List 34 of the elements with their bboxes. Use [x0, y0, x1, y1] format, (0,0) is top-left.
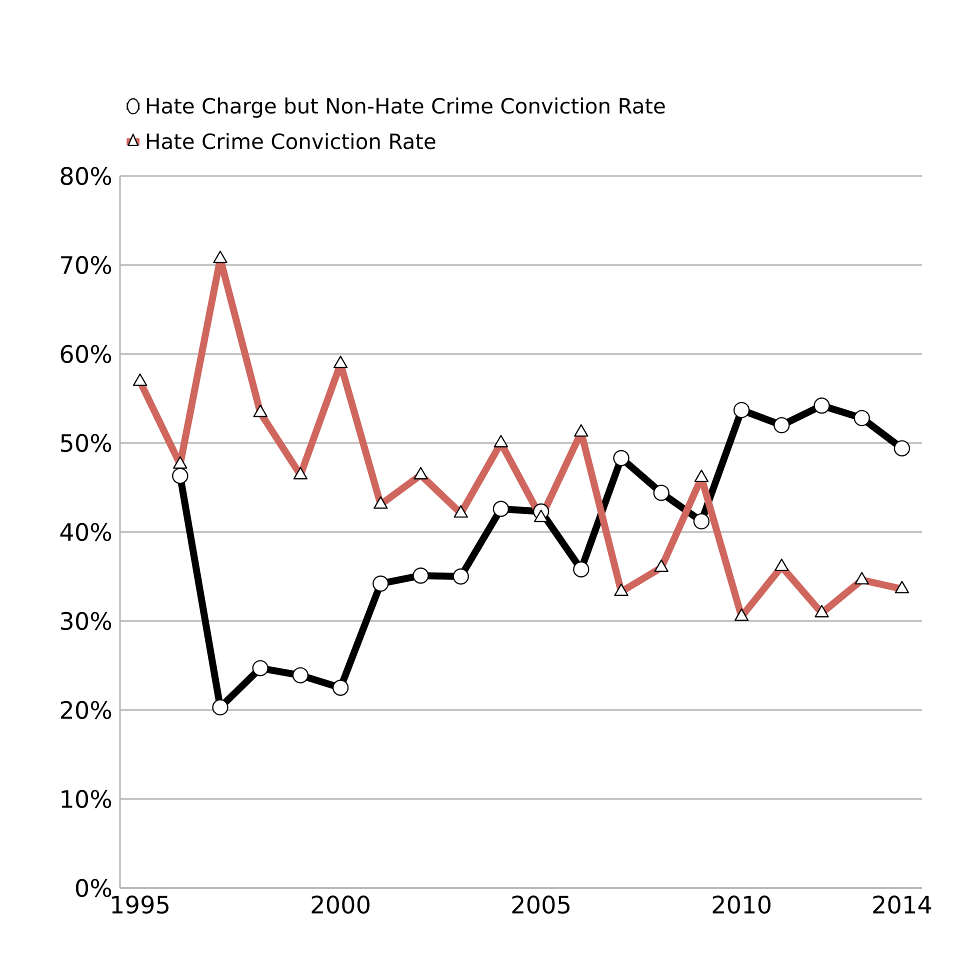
- x-tick-label: 2005: [512, 896, 570, 914]
- point: [774, 417, 790, 434]
- point: [332, 680, 349, 696]
- x-tick-label: 2014: [873, 896, 932, 914]
- point: [372, 576, 389, 592]
- point: [733, 402, 750, 418]
- y-tick-label: 20%: [60, 700, 112, 720]
- x-tick-label: 2000: [312, 896, 370, 914]
- y-tick-label: 80%: [60, 166, 112, 186]
- point: [854, 410, 870, 426]
- point: [573, 561, 590, 578]
- point: [412, 568, 429, 584]
- point: [452, 568, 469, 585]
- x-tick-label: 1995: [112, 896, 168, 914]
- point: [292, 667, 309, 684]
- y-tick-label: 30%: [60, 612, 112, 630]
- point: [693, 513, 710, 530]
- point: [814, 398, 830, 414]
- y-tick-label: 10%: [62, 790, 112, 808]
- y-tick-label: 60%: [60, 344, 112, 364]
- y-tick-label: 70%: [61, 256, 112, 274]
- point: [894, 440, 910, 456]
- y-tick-label: 50%: [60, 434, 112, 452]
- point: [613, 450, 630, 466]
- point: [212, 699, 228, 716]
- y-tick-label: 40%: [60, 522, 112, 542]
- legend-label: Hate Crime Conviction Rate: [147, 132, 436, 150]
- y-tick-label: 0%: [76, 878, 112, 898]
- point: [653, 484, 670, 501]
- point: [172, 468, 188, 484]
- legend-label: Hate Charge but Non-Hate Crime Conviction Rate: [147, 98, 665, 118]
- x-tick-label: 2010: [712, 896, 770, 914]
- point: [252, 660, 268, 676]
- point: [492, 500, 510, 517]
